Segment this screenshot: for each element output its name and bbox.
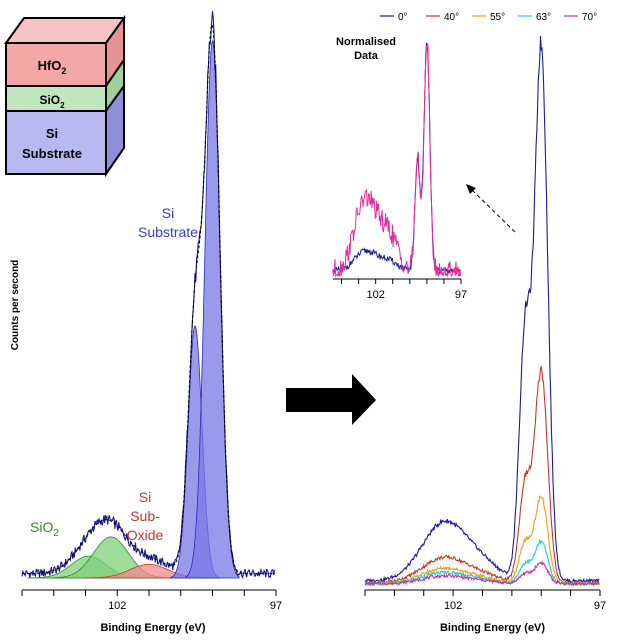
legend-label-2: 55°: [490, 12, 505, 23]
suboxide-annotation-line-1: Sub-: [130, 508, 160, 524]
hfo2-layer: [5, 42, 107, 87]
right-x-tick-label-0: 102: [444, 600, 462, 612]
legend-item-3: 63°: [518, 12, 551, 23]
inset-x-tick-label-1: 97: [455, 289, 467, 301]
substrate-annotation-line-1: Substrate: [138, 224, 198, 240]
series-line-2: [364, 495, 600, 587]
y-axis-label: Counts per second: [10, 260, 21, 351]
legend-label-1: 40°: [444, 12, 459, 23]
series-line-0: [364, 35, 600, 584]
right-x-axis-label: Binding Energy (eV): [440, 622, 545, 634]
si-label-line2: Substrate: [22, 146, 82, 161]
right-chart: 102 97 Binding Energy (eV) 0° 40° 55° 63° 70°: [364, 12, 606, 634]
legend-item-1: 40°: [426, 12, 459, 23]
legend: 0° 40° 55° 63° 70°: [380, 12, 597, 23]
inset-x-tick-label-0: 102: [366, 289, 384, 301]
legend-item-0: 0°: [380, 12, 408, 23]
sio2-label: SiO2: [39, 93, 65, 110]
inset-title-line-1: Data: [354, 50, 379, 62]
substrate-annotation-line-0: Si: [162, 205, 174, 221]
inset-title-line-0: Normalised: [336, 36, 396, 48]
legend-label-4: 70°: [582, 12, 597, 23]
legend-label-3: 63°: [536, 12, 551, 23]
left-x-tick-label-0: 102: [108, 600, 126, 612]
hfo2-layer-top: [4, 17, 126, 44]
sio2-annotation: SiO2: [30, 519, 59, 539]
left-x-axis-label: Binding Energy (eV): [100, 622, 205, 634]
legend-item-4: 70°: [564, 12, 597, 23]
legend-item-2: 55°: [472, 12, 505, 23]
si-label-line1: Si: [46, 126, 58, 141]
hfo2-label: HfO2: [38, 58, 67, 76]
inset-pointer-arrow: [466, 184, 516, 233]
si-layer: [5, 110, 107, 175]
inset-series-line-0: [332, 42, 461, 276]
series-line-1: [364, 365, 600, 586]
inset-chart: 102 97 Normalised Data: [332, 36, 467, 301]
inset-series-line-1: [332, 43, 462, 278]
measured-spectrum-line: [21, 11, 276, 579]
left-chart: 102 97 Binding Energy (eV) SiO2 Si Sub- Oxide S…: [21, 11, 282, 634]
transition-arrow: [286, 374, 376, 425]
series-line-4: [365, 560, 600, 587]
suboxide-annotation-line-2: Oxide: [127, 527, 164, 543]
component-peak-4: [185, 39, 240, 579]
legend-label-0: 0°: [398, 12, 408, 23]
suboxide-annotation-line-0: Si: [139, 489, 151, 505]
right-x-tick-label-1: 97: [594, 600, 606, 612]
layer-stack: HfO2 SiO2 Si Substrate: [4, 14, 126, 178]
left-x-tick-label-1: 97: [270, 600, 282, 612]
